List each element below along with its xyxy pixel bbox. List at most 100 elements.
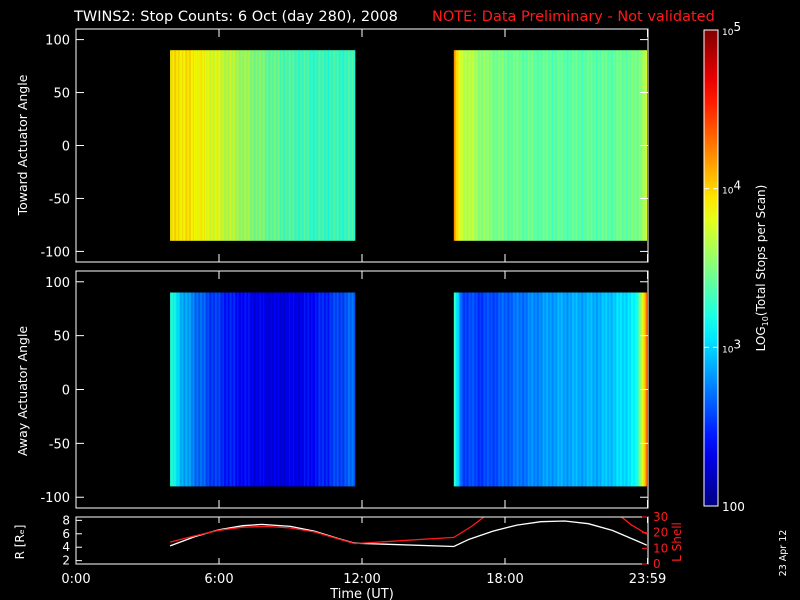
heatmap-column [513, 292, 515, 487]
heatmap-column [591, 50, 593, 241]
heatmap-column [468, 292, 470, 487]
heatmap-column [333, 50, 335, 241]
heatmap-column [583, 50, 585, 241]
heatmap-column [574, 50, 576, 241]
heatmap-column [634, 292, 636, 487]
heatmap-column [586, 292, 588, 487]
heatmap-column [195, 292, 197, 487]
heatmap-column [560, 292, 562, 487]
heatmap-column [212, 50, 214, 241]
heatmap-column [466, 50, 468, 241]
heatmap-column [630, 292, 632, 487]
heatmap-column [235, 50, 237, 241]
heatmap-column [532, 292, 534, 487]
heatmap-column [336, 50, 338, 241]
heatmap-column [216, 292, 218, 487]
heatmap-column [184, 292, 186, 487]
heatmap-column [627, 50, 629, 241]
heatmap-column [503, 50, 505, 241]
heatmap-column [244, 50, 246, 241]
heatmap-column [497, 50, 499, 241]
heatmap-column [602, 50, 604, 241]
heatmap-column [542, 292, 544, 487]
heatmap-column [305, 50, 307, 241]
heatmap-column [247, 292, 249, 487]
heatmap-column [348, 292, 350, 487]
heatmap-column [632, 50, 634, 241]
heatmap-column [187, 50, 189, 241]
heatmap-column [180, 50, 182, 241]
ytick-label: 50 [53, 330, 70, 345]
heatmap-column [197, 292, 199, 487]
heatmap-column [230, 292, 232, 487]
heatmap-column [183, 50, 185, 241]
heatmap-column [536, 292, 538, 487]
heatmap-column [210, 50, 212, 241]
heatmap-column [323, 50, 325, 241]
heatmap-column [634, 50, 636, 241]
heatmap-column [585, 50, 587, 241]
heatmap-column [186, 50, 188, 241]
generation-date: 23 Apr 12 [778, 530, 789, 577]
heatmap-column [287, 50, 289, 241]
heatmap-column [559, 50, 561, 241]
heatmap-column [543, 292, 545, 487]
heatmap-column [260, 50, 262, 241]
heatmap-column [268, 292, 270, 487]
heatmap-column [221, 50, 223, 241]
heatmap-column [337, 292, 339, 487]
heatmap-column [273, 292, 275, 487]
heatmap-column [592, 292, 594, 487]
heatmap-column [328, 50, 330, 241]
heatmap-column [187, 292, 189, 487]
heatmap-column [283, 292, 285, 487]
heatmap-column [259, 292, 261, 487]
heatmap-column [199, 50, 201, 241]
heatmap-column [584, 50, 586, 241]
heatmap-column [263, 292, 265, 487]
heatmap-column [194, 292, 196, 487]
heatmap-column [624, 50, 626, 241]
preliminary-note: NOTE: Data Preliminary - Not validated [432, 9, 715, 25]
heatmap-column [353, 50, 355, 241]
heatmap-column [273, 50, 275, 241]
heatmap-column [510, 50, 512, 241]
heatmap-column [527, 50, 529, 241]
heatmap-column [498, 50, 500, 241]
heatmap-column [556, 292, 558, 487]
heatmap-column [539, 292, 541, 487]
heatmap-column [209, 50, 211, 241]
heatmap-column [301, 50, 303, 241]
heatmap-column [271, 50, 273, 241]
heatmap-column [566, 50, 568, 241]
heatmap-column [329, 50, 331, 241]
heatmap-column [611, 292, 613, 487]
heatmap-column [470, 292, 472, 487]
heatmap-column [304, 50, 306, 241]
heatmap-column [522, 50, 524, 241]
heatmap-column [293, 292, 295, 487]
heatmap-column [503, 292, 505, 487]
heatmap-column [594, 50, 596, 241]
heatmap-column [278, 292, 280, 487]
heatmap-column [307, 292, 309, 487]
heatmap-column [194, 50, 196, 241]
heatmap-column [261, 50, 263, 241]
heatmap-column [635, 292, 637, 487]
heatmap-column [539, 50, 541, 241]
heatmap-column [606, 50, 608, 241]
heatmap-column [540, 292, 542, 487]
heatmap-column [483, 292, 485, 487]
heatmap-column [246, 292, 248, 487]
heatmap-column [465, 292, 467, 487]
heatmap-column [626, 292, 628, 487]
heatmap-column [227, 50, 229, 241]
heatmap-column [593, 292, 595, 487]
heatmap-column [514, 292, 516, 487]
heatmap-column [495, 50, 497, 241]
heatmap-column [336, 292, 338, 487]
heatmap-column [263, 50, 265, 241]
heatmap-column [475, 50, 477, 241]
time-tick-label: 12:00 [343, 572, 380, 587]
heatmap-column [629, 292, 631, 487]
